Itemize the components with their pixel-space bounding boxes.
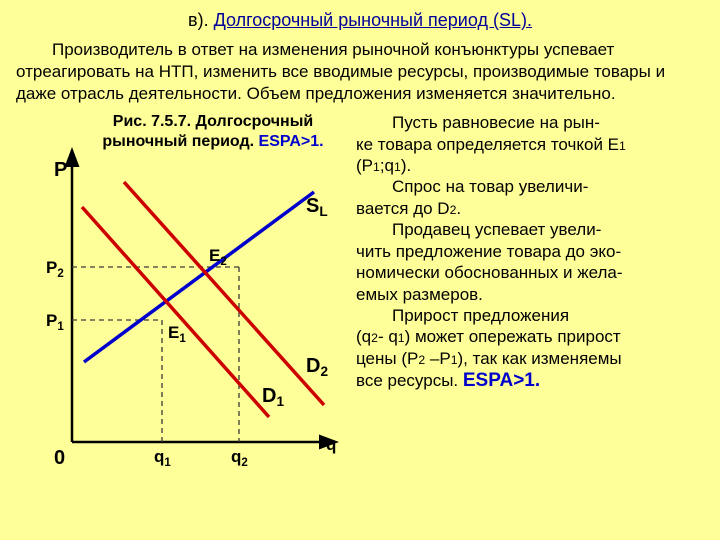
right-p3c: номически обоснованных и жела- [356, 262, 708, 283]
right-p3d: емых размеров. [356, 284, 708, 305]
svg-text:D1: D1 [262, 385, 284, 409]
right-p4b: (q2- q1) может опережать прирост [356, 326, 708, 347]
right-p1b: ке товара определяется точкой E1 [356, 134, 708, 155]
right-p4c: цены (P2 –P1), так как изменяемы [356, 348, 708, 369]
economics-chart: P P2 P1 0 q q1 q2 E1 E2 SL D1 D2 [44, 112, 354, 472]
svg-text:SL: SL [306, 195, 328, 219]
svg-text:q: q [326, 435, 336, 454]
title-prefix: в). [188, 10, 214, 30]
right-p2b: вается до D2. [356, 198, 708, 219]
svg-text:E2: E2 [209, 246, 227, 268]
intro-paragraph: Производитель в ответ на изменения рыноч… [0, 35, 720, 112]
title-main: Долгосрочный рыночный период (SL). [214, 10, 532, 30]
svg-text:P2: P2 [46, 258, 64, 280]
title: в). Долгосрочный рыночный период (SL). [0, 0, 720, 35]
svg-text:P1: P1 [46, 311, 64, 333]
svg-text:E1: E1 [168, 323, 186, 345]
svg-text:0: 0 [54, 447, 65, 469]
right-p4a: Прирост предложения [356, 305, 708, 326]
svg-text:q1: q1 [154, 447, 171, 469]
svg-text:q2: q2 [231, 447, 248, 469]
right-p3a: Продавец успевает увели- [356, 219, 708, 240]
svg-text:P: P [54, 159, 67, 181]
content-area: Рис. 7.5.7. Долгосрочный рыночный период… [0, 112, 720, 502]
right-p4d: все ресурсы. ESPA>1. [356, 369, 708, 393]
right-column: Пусть равновесие на рын- ке товара опред… [356, 112, 708, 393]
right-p2a: Спрос на товар увеличи- [356, 176, 708, 197]
right-p1c: (P1;q1). [356, 155, 708, 176]
espa-label-2: ESPA>1. [463, 370, 540, 391]
svg-text:D2: D2 [306, 355, 328, 379]
right-p1a: Пусть равновесие на рын- [356, 112, 708, 133]
right-p3b: чить предложение товара до эко- [356, 241, 708, 262]
